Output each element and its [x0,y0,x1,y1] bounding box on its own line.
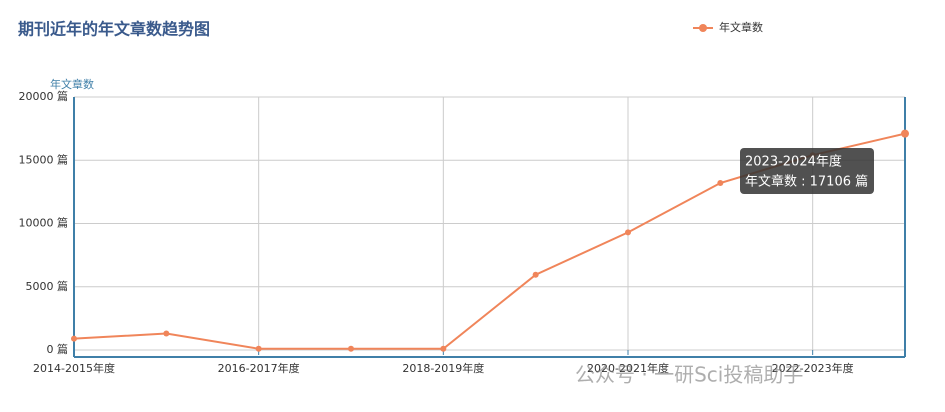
y-tick-label: 20000 篇 [19,89,69,103]
legend-dot [699,24,707,32]
tooltip-title: 2023-2024年度 [745,154,842,170]
y-tick-label: 15000 篇 [19,152,69,166]
point [625,229,631,236]
point [440,345,447,352]
x-tick-label: 2022-2023年度 [772,361,854,375]
x-tick-label: 2020-2021年度 [587,361,669,375]
x-tick-label: 2014-2015年度 [33,361,115,375]
point [255,345,262,352]
tooltip-box [740,148,874,194]
point [348,345,354,352]
legend-label: 年文章数 [719,20,763,34]
point [163,330,170,337]
point [532,271,539,278]
y-axis-label: 年文章数 [50,77,94,91]
y-tick-label: 10000 篇 [19,216,69,230]
point [901,129,909,138]
point [71,335,77,342]
y-tick-label: 0 篇 [47,342,69,356]
x-tick-label: 2016-2017年度 [218,361,300,375]
tooltip-text: 年文章数 : 17106 篇 [745,174,868,190]
y-tick-label: 5000 篇 [26,279,69,293]
x-tick-label: 2018-2019年度 [402,361,484,375]
point [717,180,724,187]
watermark: 公众号 · 一研Sci投稿助手 [575,363,803,387]
chart-title: 期刊近年的年文章数趋势图 [18,20,210,39]
